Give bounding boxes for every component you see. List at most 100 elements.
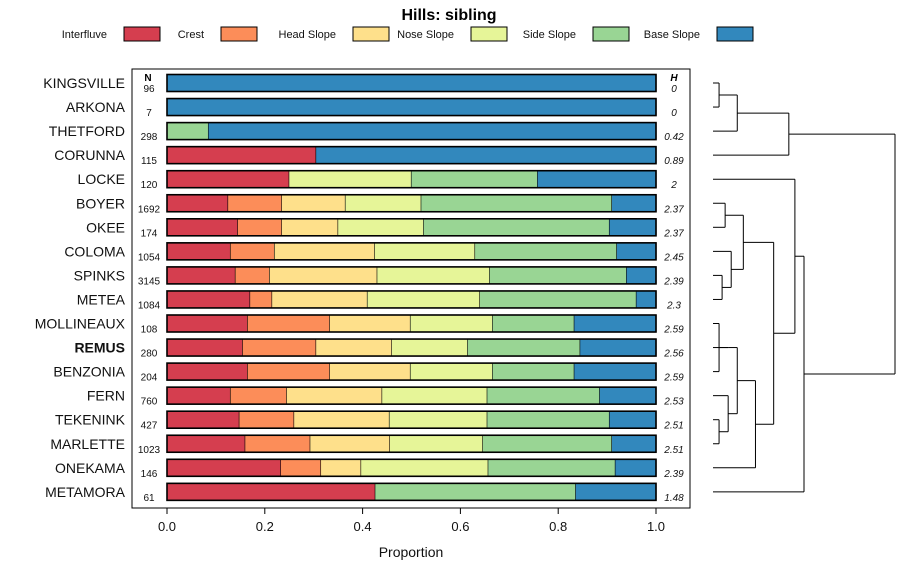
bar-segment-spinks-side-slope: [489, 266, 627, 284]
n-value-arkona: 7: [146, 108, 152, 119]
bar-row-coloma: [166, 242, 657, 261]
bar-segment-benzonia-head-slope: [329, 363, 411, 381]
dendrogram-branch-11: [713, 395, 729, 433]
x-tick-label-0-0: 0.0: [158, 519, 176, 534]
bar-outline-coloma: [166, 242, 657, 261]
legend-swatch-head-slope: [352, 26, 390, 42]
bar-segment-coloma-head-slope: [274, 242, 375, 260]
dendrogram-branch-7: [725, 214, 744, 270]
h-value-tekenink: 2.51: [663, 421, 683, 432]
bar-segment-kingsville-base-slope: [167, 74, 656, 92]
h-value-arkona: 0: [671, 108, 677, 119]
bar-segment-tekenink-crest: [239, 411, 295, 429]
bar-segment-onekama-nose-slope: [361, 459, 489, 477]
bar-outline-locke: [166, 169, 657, 189]
bar-segment-coloma-nose-slope: [374, 242, 476, 260]
bar-segment-metamora-side-slope: [375, 483, 576, 501]
bar-segment-fern-base-slope: [599, 387, 656, 405]
bar-row-fern: [166, 386, 657, 405]
bar-segment-benzonia-base-slope: [574, 363, 656, 381]
bar-segment-locke-interfluve: [167, 170, 290, 188]
bar-segment-okee-interfluve: [167, 218, 238, 236]
bar-segment-fern-nose-slope: [382, 387, 488, 405]
bar-segment-mollineaux-head-slope: [329, 315, 411, 332]
h-value-benzonia: 2.59: [663, 373, 684, 384]
dendrogram-branch-16: [713, 255, 805, 493]
bar-segment-metea-head-slope: [272, 290, 368, 308]
bar-segment-onekama-base-slope: [615, 459, 656, 477]
bar-outline-metamora: [166, 482, 657, 502]
row-label-marlette: MARLETTE: [50, 436, 125, 452]
h-value-mollineaux: 2.59: [663, 325, 684, 336]
bar-segment-marlette-interfluve: [167, 435, 246, 453]
row-label-mollineaux: MOLLINEAUX: [35, 316, 126, 332]
bar-segment-metea-base-slope: [636, 290, 656, 308]
bar-segment-tekenink-interfluve: [167, 411, 240, 429]
bar-row-spinks: [166, 266, 657, 285]
legend-swatch-interfluve: [123, 26, 161, 42]
bar-outline-corunna: [166, 145, 657, 165]
row-label-remus: REMUS: [74, 340, 125, 356]
legend-swatch-crest: [220, 26, 258, 42]
bar-outline-arkona: [166, 97, 657, 117]
bar-outline-metea: [166, 290, 657, 309]
bar-outline-remus: [166, 338, 657, 357]
bars-group: [166, 73, 657, 502]
bar-segment-locke-base-slope: [537, 170, 656, 188]
bar-segment-okee-crest: [237, 218, 282, 236]
dendrogram: [713, 82, 896, 493]
n-value-mollineaux: 108: [141, 325, 158, 336]
row-label-metamora: METAMORA: [45, 484, 126, 500]
h-value-thetford: 0.42: [664, 132, 684, 143]
row-label-fern: FERN: [87, 388, 125, 404]
bar-segment-mollineaux-nose-slope: [410, 315, 493, 332]
bar-row-thetford: [166, 121, 657, 141]
h-value-onekama: 2.39: [663, 469, 684, 480]
bar-segment-corunna-base-slope: [316, 146, 656, 164]
n-value-okee: 174: [141, 228, 158, 239]
n-value-boyer: 1692: [138, 204, 161, 215]
row-label-kingsville: KINGSVILLE: [43, 75, 125, 91]
n-value-kingsville: 96: [143, 84, 155, 95]
legend-label-side-slope: Side Slope: [523, 29, 576, 41]
bar-segment-marlette-base-slope: [611, 435, 656, 453]
bar-segment-coloma-interfluve: [167, 242, 231, 260]
bar-segment-metea-nose-slope: [367, 290, 480, 308]
bar-segment-benzonia-interfluve: [167, 363, 248, 381]
bar-row-boyer: [166, 193, 657, 213]
bar-segment-coloma-crest: [230, 242, 275, 260]
bar-segment-benzonia-crest: [247, 363, 330, 381]
x-tick-label-0-4: 0.4: [354, 519, 372, 534]
dendrogram-branch-17: [788, 133, 896, 375]
dendrogram-branch-10: [713, 419, 720, 445]
bar-segment-benzonia-nose-slope: [410, 363, 493, 381]
bar-segment-remus-head-slope: [316, 339, 392, 357]
bar-segment-metea-interfluve: [167, 290, 251, 308]
bar-segment-marlette-side-slope: [482, 435, 612, 453]
row-label-onekama: ONEKAMA: [55, 460, 126, 476]
dendrogram-branch-15: [713, 178, 796, 334]
row-label-thetford: THETFORD: [49, 123, 125, 139]
bar-segment-remus-base-slope: [580, 339, 656, 357]
n-value-locke: 120: [141, 180, 158, 191]
bar-segment-benzonia-side-slope: [492, 363, 575, 381]
h-value-spinks: 2.39: [663, 276, 684, 287]
bar-segment-fern-head-slope: [286, 387, 383, 405]
bar-row-mollineaux: [166, 314, 657, 333]
n-value-spinks: 3145: [138, 276, 161, 287]
n-value-benzonia: 204: [141, 373, 158, 384]
legend: Interfluve Crest Head Slope Nose Slope Side …: [62, 26, 754, 42]
h-value-kingsville: 0: [671, 84, 677, 95]
bar-row-marlette: [166, 434, 657, 454]
n-value-corunna: 115: [141, 156, 157, 167]
bar-segment-tekenink-head-slope: [294, 411, 390, 429]
h-value-remus: 2.56: [663, 349, 684, 360]
bar-row-corunna: [166, 145, 657, 165]
bar-row-metamora: [166, 482, 657, 502]
bar-segment-fern-side-slope: [487, 387, 600, 405]
legend-label-base-slope: Base Slope: [644, 29, 700, 41]
n-value-fern: 760: [141, 397, 158, 408]
row-label-arkona: ARKONA: [66, 99, 126, 115]
bar-segment-tekenink-side-slope: [487, 411, 610, 429]
